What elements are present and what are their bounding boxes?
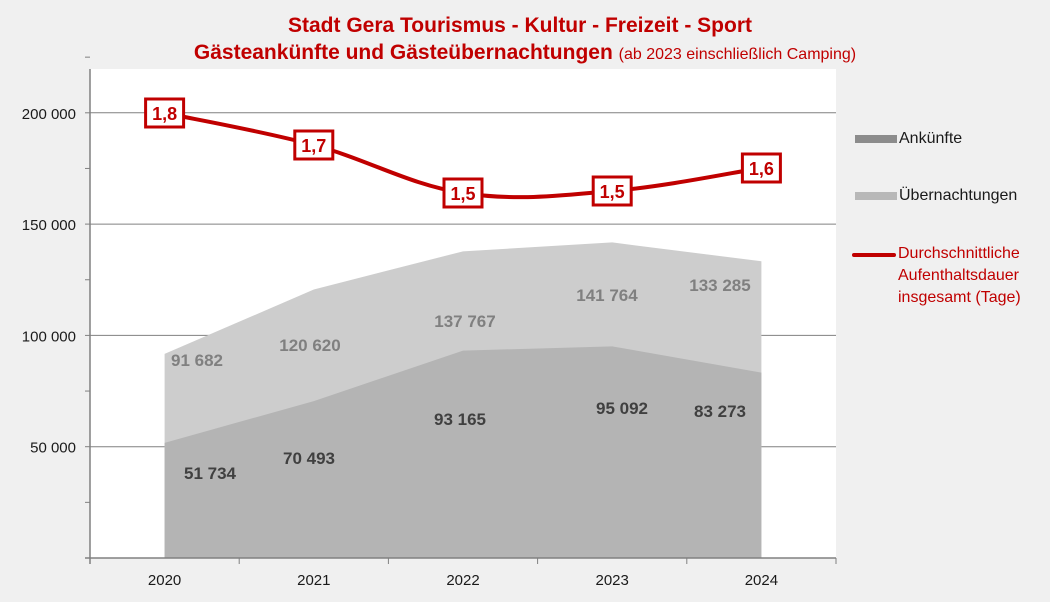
duration-label: 1,7 xyxy=(301,136,326,156)
duration-label-box xyxy=(293,129,335,161)
label-arrivals: 95 092 xyxy=(596,399,648,418)
chart-subtitle: Gästeankünfte und Gästeübernachtungen (a… xyxy=(0,41,1050,65)
legend-swatch-duration xyxy=(852,253,896,257)
y-tick-label: 150 000 xyxy=(22,217,76,234)
label-overnights: 141 764 xyxy=(576,286,638,305)
chart-title: Stadt Gera Tourismus - Kultur - Freizeit… xyxy=(288,14,752,37)
legend-duration: Durchschnittliche Aufenthaltsdauer insge… xyxy=(852,243,1021,309)
legend-label-duration-2: Aufenthaltsdauer xyxy=(898,267,1019,284)
duration-label: 1,5 xyxy=(450,184,475,204)
y-tick-label: 200 000 xyxy=(22,106,76,123)
y-tick-label: 50 000 xyxy=(30,440,76,457)
legend-overnights: Übernachtungen xyxy=(855,187,1017,205)
y-tick-label: 100 000 xyxy=(22,328,76,345)
label-overnights: 120 620 xyxy=(279,336,340,355)
axes: 50 000 100 000 150 000 200 000 2020 2021 2022 2… xyxy=(22,56,837,589)
duration-label: 1,6 xyxy=(749,159,774,179)
label-arrivals: 51 734 xyxy=(184,464,237,483)
duration-label: 1,8 xyxy=(152,104,177,124)
data-labels: 91 682 120 620 137 767 141 764 133 285 51 734… xyxy=(171,276,751,483)
label-arrivals: 93 165 xyxy=(434,410,486,429)
legend-label-overnights: Übernachtungen xyxy=(899,187,1018,204)
duration-label-box xyxy=(144,97,186,129)
legend-swatch-arrivals xyxy=(855,134,897,143)
label-arrivals: 70 493 xyxy=(283,449,335,468)
legend-label-duration-3: insgesamt (Tage) xyxy=(898,289,1021,306)
x-tick-label: 2022 xyxy=(446,572,479,589)
duration-label-box xyxy=(591,175,633,207)
legend-arrivals: Ankünfte xyxy=(855,130,962,148)
x-tick-label: 2021 xyxy=(297,572,330,589)
x-tick-label: 2024 xyxy=(745,572,778,589)
area-series xyxy=(164,242,762,558)
label-overnights: 133 285 xyxy=(689,276,750,295)
subtitle-main: Gästeankünfte und Gästeübernachtungen xyxy=(193,41,613,64)
x-tick-label: 2023 xyxy=(596,572,629,589)
label-overnights: 91 682 xyxy=(171,351,223,370)
label-arrivals: 83 273 xyxy=(694,402,746,421)
legend-label-arrivals: Ankünfte xyxy=(899,130,963,147)
x-tick-label: 2020 xyxy=(148,572,181,589)
area-arrivals xyxy=(164,346,762,558)
duration-label-box xyxy=(442,177,484,209)
duration-label-box xyxy=(740,152,782,184)
legend-label-duration-1: Durchschnittliche xyxy=(898,245,1020,262)
legend-swatch-overnights xyxy=(855,191,897,200)
duration-line: 1,8 1,7 1,5 1,5 1,6 xyxy=(144,97,782,209)
duration-label: 1,5 xyxy=(600,182,625,202)
subtitle-note: (ab 2023 einschließlich Camping) xyxy=(618,46,857,63)
label-overnights: 137 767 xyxy=(434,312,495,331)
